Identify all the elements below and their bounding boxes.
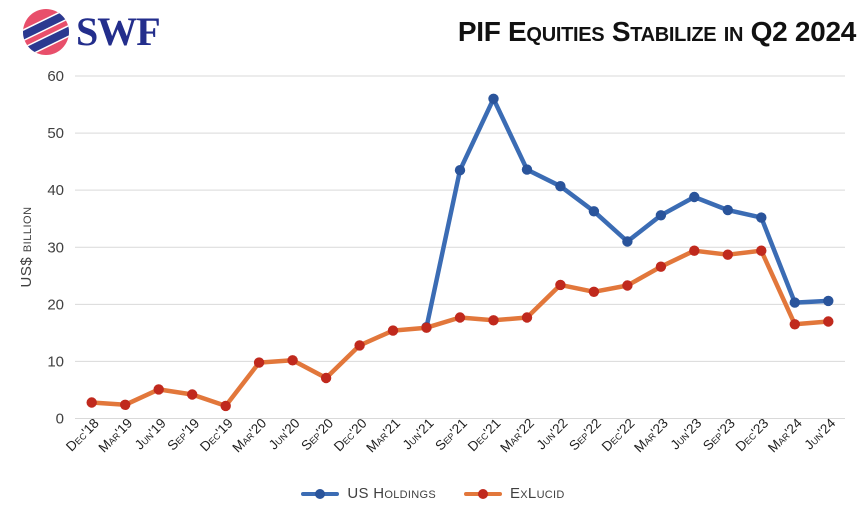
data-point [86,397,97,408]
x-tick-label: Dec'23 [733,416,772,455]
data-point [454,165,466,176]
data-point [756,212,767,223]
x-tick-label: Jun'24 [801,415,838,452]
data-point [220,400,231,412]
y-tick-label: 10 [47,353,64,370]
data-point [421,322,432,333]
data-point [521,312,533,323]
chart-legend: US Holdings ExLucid [0,485,866,502]
data-point [521,164,533,175]
data-point [823,316,834,327]
x-tick-label: Mar'23 [631,416,671,456]
data-point [689,191,700,203]
data-point [622,280,633,291]
data-point [823,295,834,307]
data-point [756,245,767,256]
data-point [655,210,667,221]
data-point [655,261,667,272]
legend-label: US Holdings [347,485,436,502]
data-point [120,399,131,410]
x-tick-label: Sep'21 [432,416,470,454]
y-tick-label: 60 [47,68,64,85]
x-tick-label: Sep'19 [164,416,202,454]
swf-logo: SWF [22,8,161,56]
data-point [153,384,164,395]
x-tick-label: Jun'19 [132,416,169,453]
x-tick-label: Dec'19 [197,416,236,455]
x-tick-label: Mar'19 [95,416,135,456]
y-axis-title: US$ billion [18,206,35,287]
x-tick-label: Jun'22 [534,416,571,453]
x-tick-label: Mar'20 [229,416,269,456]
globe-swoosh-icon [23,9,69,55]
data-point [454,312,466,323]
plot-area: 0102030405060Dec'18Mar'19Jun'19Sep'19Dec… [47,68,845,455]
data-point [555,279,566,291]
data-point [789,297,800,308]
data-point [722,249,733,260]
x-tick-label: Sep'23 [700,416,738,454]
legend-item-us-holdings: US Holdings [301,485,436,502]
x-tick-label: Mar'21 [363,416,403,456]
legend-item-exlucid: ExLucid [463,485,565,502]
x-tick-label: Jun'20 [266,416,303,453]
x-tick-label: Dec'22 [599,416,638,455]
x-tick-label: Sep'22 [566,416,604,454]
data-point [722,204,733,216]
data-point [689,245,700,256]
x-tick-label: Dec'20 [331,416,370,455]
data-point [588,286,600,297]
y-tick-label: 30 [47,239,64,256]
series-line-exlucid [89,248,831,409]
x-tick-label: Dec'18 [63,416,102,455]
logo-wordmark: SWF [76,9,161,54]
x-tick-label: Dec'21 [465,416,504,455]
data-point [622,236,633,247]
y-tick-label: 40 [47,182,64,199]
x-tick-label: Mar'22 [497,416,537,456]
data-point [320,372,332,384]
y-tick-label: 0 [56,411,64,428]
data-point [488,93,499,105]
y-tick-label: 20 [47,296,64,313]
data-point [354,340,365,351]
legend-marker-icon [301,488,340,499]
data-point [588,206,600,217]
x-tick-label: Mar'24 [765,415,805,455]
data-point [253,357,265,368]
x-tick-label: Jun'21 [400,416,437,453]
data-point [488,315,499,326]
legend-marker-icon [463,488,502,499]
chart-title: PIF Equities Stabilize in Q2 2024 [457,16,856,47]
data-point [789,319,800,330]
legend-label: ExLucid [509,485,565,502]
y-tick-label: 50 [47,125,64,142]
x-tick-label: Sep'20 [298,416,336,454]
data-point [187,389,198,400]
data-point [387,325,399,336]
data-point [555,181,566,192]
x-tick-label: Jun'23 [667,416,704,453]
data-point [287,355,298,366]
